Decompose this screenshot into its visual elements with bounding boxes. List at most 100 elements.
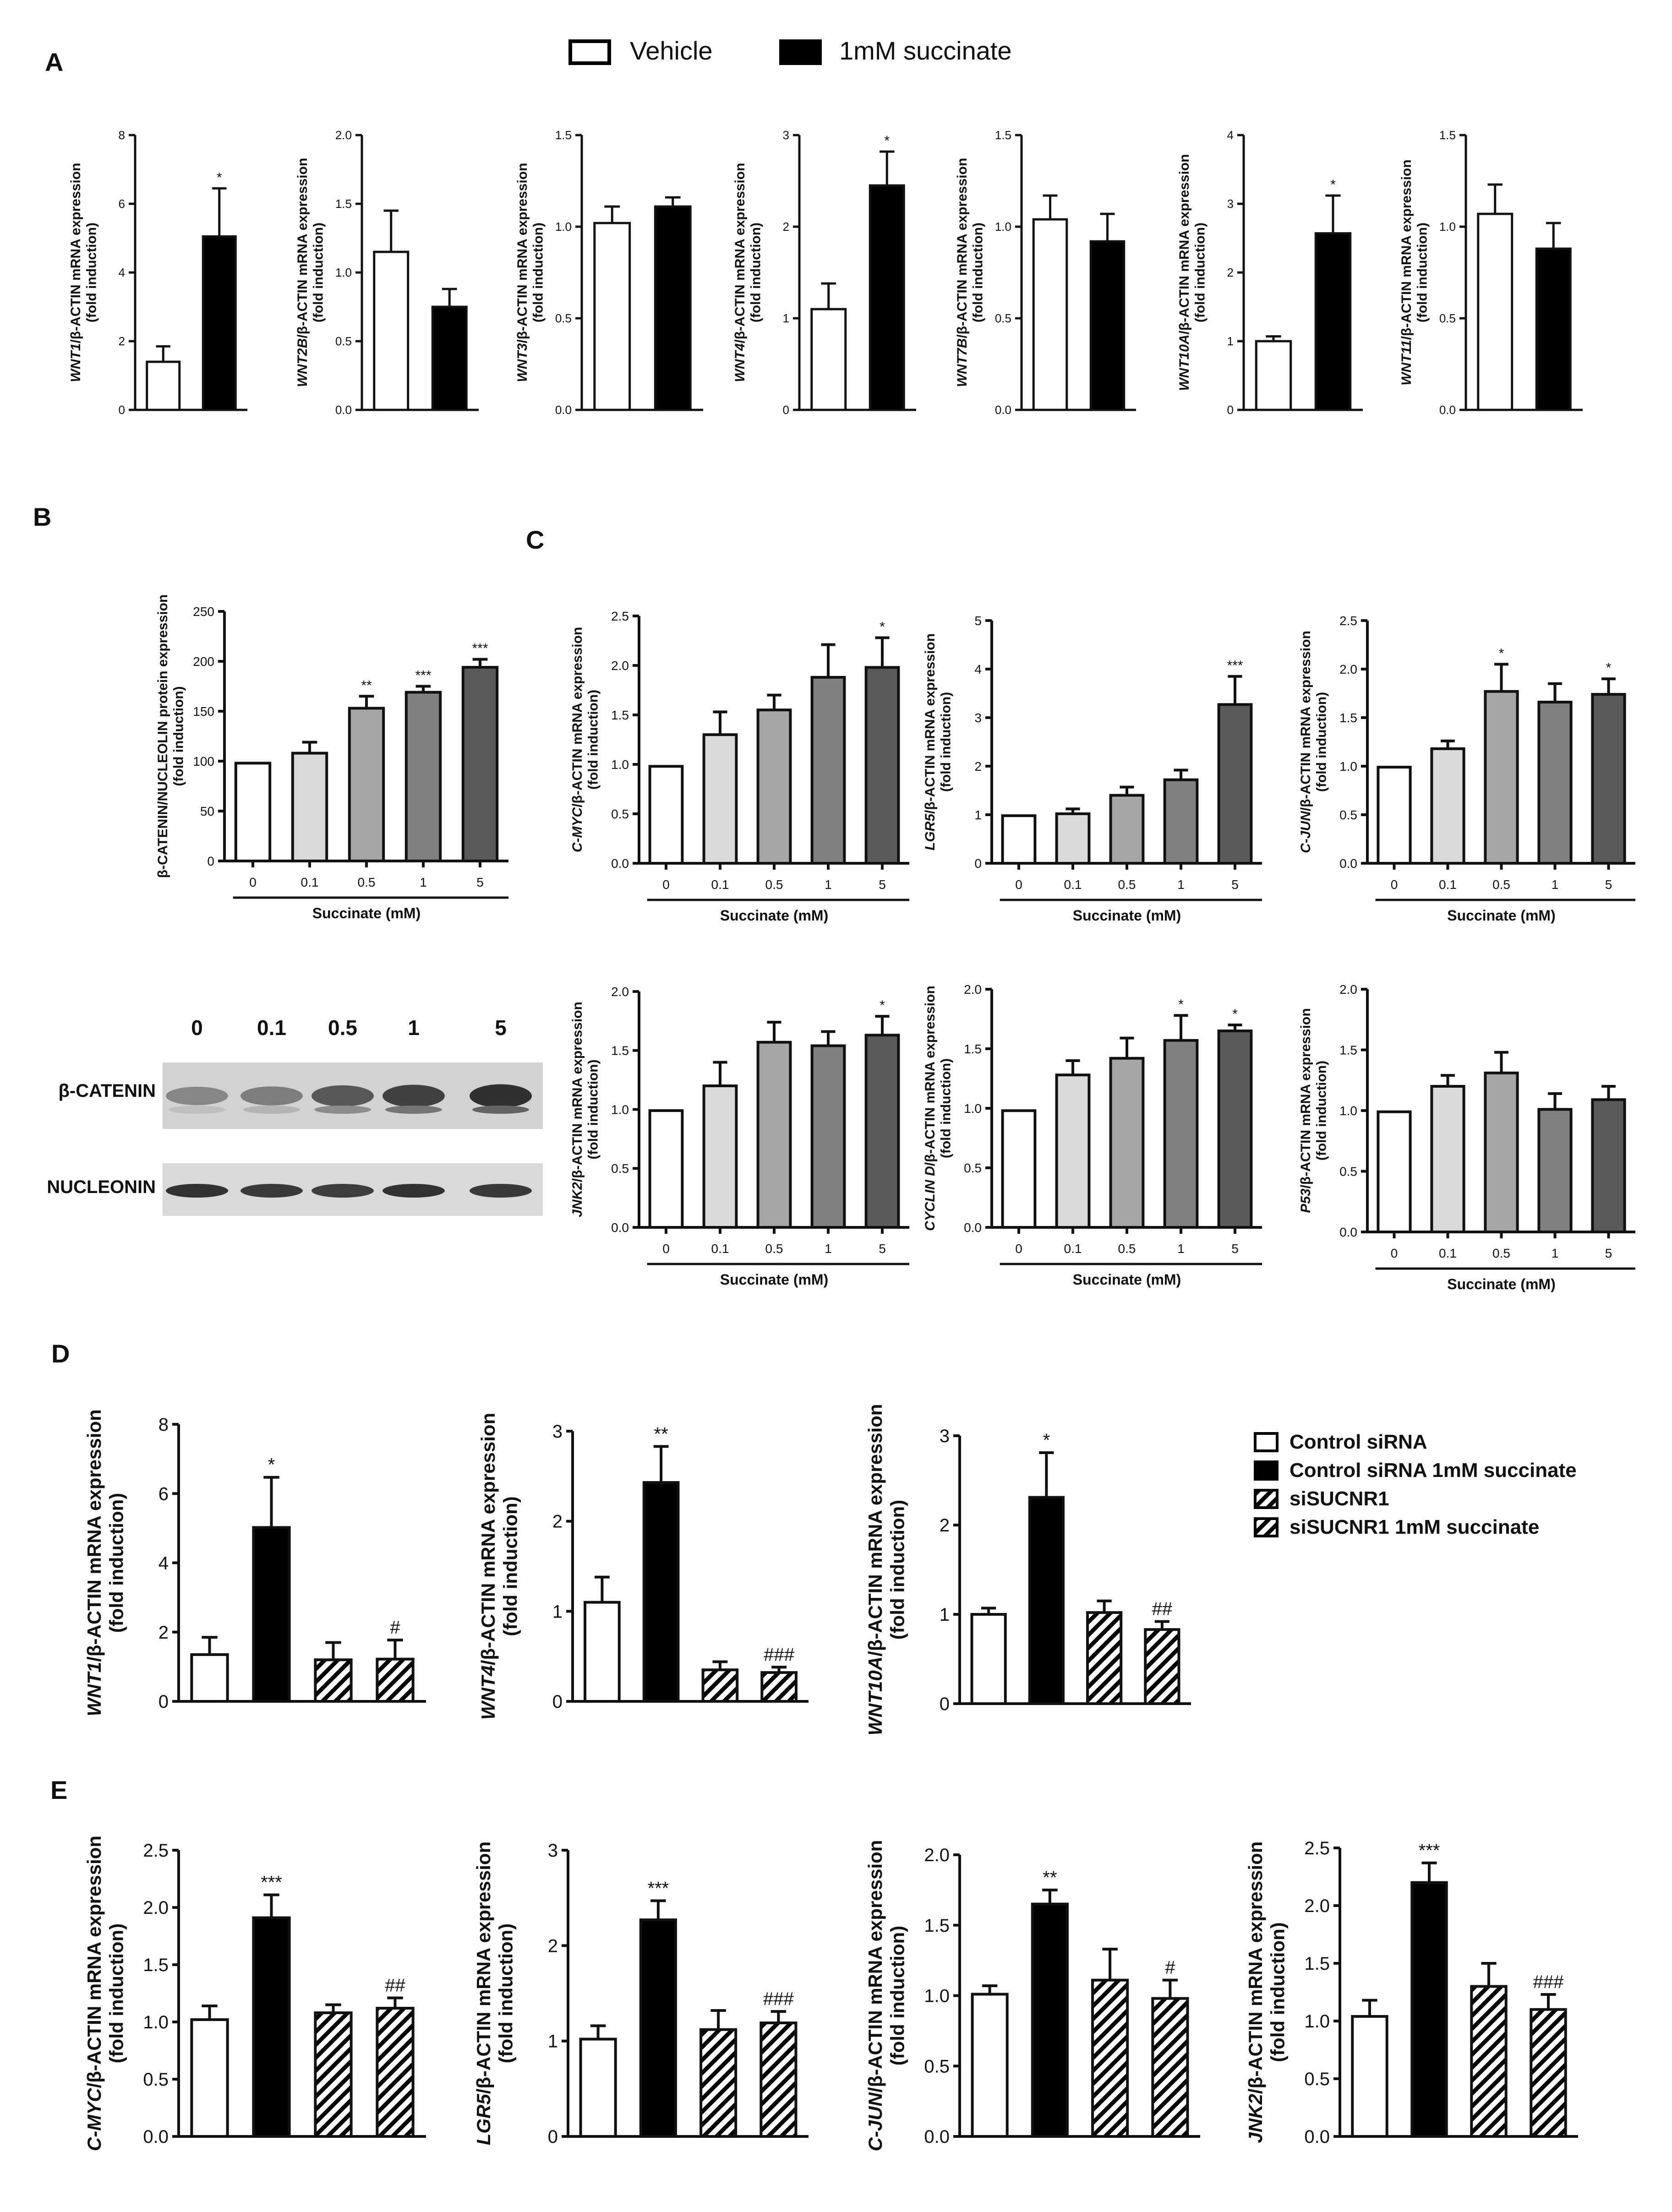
bar-control-sirna xyxy=(579,2038,617,2138)
x-axis-label: Succinate (mM) xyxy=(1447,907,1555,924)
legend-swatch-sisucnr1 xyxy=(1254,1489,1279,1509)
bar-0-5 xyxy=(348,707,385,862)
blot-row-label-bcatenin: β-CATENIN xyxy=(58,1081,156,1101)
panel-label-c: C xyxy=(526,525,544,554)
y-tick-label: 2.0 xyxy=(964,982,982,997)
y-tick-label: 2.5 xyxy=(611,609,629,623)
y-tick-label: 0 xyxy=(207,854,214,868)
y-tick-label: 8 xyxy=(119,128,125,142)
legend-swatch-succinate xyxy=(779,39,822,65)
y-axis-label: LGR5/β-ACTIN mRNA expression xyxy=(473,1842,494,2146)
y-tick-label: 1.0 xyxy=(1304,2011,1330,2032)
bar-control-sirna-1mm-succinate xyxy=(1410,1881,1448,2138)
y-axis-label-sub: (fold induction) xyxy=(749,223,764,322)
y-axis-label-gene: C-JUN xyxy=(864,2092,886,2151)
legend-label-sisucnr1: siSUCNR1 xyxy=(1290,1487,1389,1510)
bar-control-sirna-1mm-succinate xyxy=(639,1918,677,2138)
bar-control-sirna-1mm-succinate xyxy=(252,1526,291,1703)
y-axis-label: WNT10A/β-ACTIN mRNA expression xyxy=(864,1404,886,1735)
y-axis-label-gene: WNT11 xyxy=(1399,340,1414,385)
y-tick-label: 1.0 xyxy=(143,2012,169,2032)
y-axis-label: WNT11/β-ACTIN mRNA expression xyxy=(1399,159,1414,385)
blot-band-lower xyxy=(314,1106,371,1114)
y-tick-label: 0.0 xyxy=(611,856,629,871)
bar-sisucnr1 xyxy=(1086,1611,1123,1705)
significance-mark: ** xyxy=(654,1424,668,1444)
y-tick-label: 2.0 xyxy=(335,128,352,142)
bar-1mm-succinate xyxy=(202,235,237,411)
y-axis-label: WNT1/β-ACTIN mRNA expression xyxy=(68,163,83,382)
y-axis-label-sub: (fold induction) xyxy=(1415,223,1430,322)
y-tick-label: 6 xyxy=(158,1484,169,1504)
legend-label-sisucnr1-succinate: siSUCNR1 1mM succinate xyxy=(1290,1516,1539,1538)
significance-mark: ### xyxy=(763,1989,794,2009)
y-tick-label: 0.0 xyxy=(611,1220,629,1235)
blot-lane-label: 0 xyxy=(191,1016,203,1040)
y-tick-label: 2.0 xyxy=(1339,982,1357,997)
y-tick-label: 0.5 xyxy=(1304,2069,1330,2089)
chart-e-cmyc: 0.0 0.5 1.0 1.5 2.0 2.5 C-MYC/β-ACTIN mRNA exp… xyxy=(83,1836,426,2151)
y-tick-label: 5 xyxy=(974,614,982,628)
bar-control-sirna xyxy=(970,1613,1007,1705)
x-tick-label: 0.5 xyxy=(1118,877,1136,892)
y-tick-label: 3 xyxy=(783,128,789,142)
bar-5 xyxy=(864,1034,900,1229)
panel-label-a: A xyxy=(45,48,63,76)
y-tick-label: 1.5 xyxy=(335,197,352,211)
significance-mark: * xyxy=(1232,1007,1238,1022)
bar-sisucnr1 xyxy=(1091,1978,1129,2138)
y-tick-label: 4 xyxy=(974,662,982,676)
y-axis-label-sub: (fold induction) xyxy=(105,1923,127,2064)
y-axis-label-sub: (fold induction) xyxy=(886,1926,908,2066)
legend-label-control-sirna: Control siRNA xyxy=(1290,1431,1427,1453)
bar-sisucnr1-1mm-succinate xyxy=(760,2021,798,2138)
y-axis-label-gene: WNT4 xyxy=(477,1665,499,1720)
legend-swatch-control-sirna-succinate xyxy=(1254,1460,1279,1481)
y-tick-label: 0 xyxy=(783,403,789,417)
y-axis-label-gene: JNK2 xyxy=(570,1182,585,1217)
x-axis-label: Succinate (mM) xyxy=(1073,1271,1181,1288)
blot-band-lower xyxy=(169,1106,225,1114)
legend-label-succinate: 1mM succinate xyxy=(839,36,1012,65)
bar-0-1 xyxy=(702,1084,738,1229)
chart-a-wnt7b: 0.0 0.5 1.0 1.5 WNT7B/β-ACTIN mRNA expressio… xyxy=(955,128,1136,417)
y-tick-label: 1.0 xyxy=(611,1102,629,1117)
bar-0 xyxy=(234,762,272,862)
bar-sisucnr1-1mm-succinate xyxy=(1151,1997,1189,2138)
bar-5 xyxy=(1217,703,1253,865)
y-tick-label: 1 xyxy=(783,311,789,325)
x-tick-label: 0.1 xyxy=(711,1242,729,1256)
x-tick-label: 5 xyxy=(1605,1246,1612,1260)
y-axis-label: C-MYC/β-ACTIN mRNA expression xyxy=(570,627,585,852)
significance-mark: *** xyxy=(648,1878,669,1898)
chart-e-jnk2: 0.0 0.5 1.0 1.5 2.0 2.5 JNK2/β-ACTIN mRNA expr… xyxy=(1245,1838,1578,2147)
y-axis-label: WNT4/β-ACTIN mRNA expression xyxy=(732,163,748,382)
significance-mark: *** xyxy=(261,1873,282,1893)
y-tick-label: 1.5 xyxy=(1304,1954,1330,1974)
y-axis-label: WNT4/β-ACTIN mRNA expression xyxy=(477,1413,499,1720)
chart-e-cjun: 0.0 0.5 1.0 1.5 2.0 C-JUN/β-ACTIN mRNA expres… xyxy=(864,1840,1200,2151)
bar-control-sirna-1mm-succinate xyxy=(642,1481,680,1703)
blot-band xyxy=(470,1084,532,1108)
y-axis-label-text: /β-ACTIN mRNA expression xyxy=(570,1002,585,1182)
blot-band xyxy=(166,1086,228,1106)
y-tick-label: 100 xyxy=(193,754,214,768)
y-axis-label: WNT3/β-ACTIN mRNA expression xyxy=(515,163,530,382)
y-axis-label-sub: (fold induction) xyxy=(939,692,954,792)
chart-c-cyclind: 0.0 0.5 1.0 1.5 2.0 CYCLIN D/β-ACTIN mRNA exp… xyxy=(923,982,1262,1288)
y-axis-label-sub: (fold induction) xyxy=(495,1923,516,2064)
chart-a-wnt10a: 0 1 2 3 4 WNT10A/β-ACTIN mRNA expression (fold… xyxy=(1177,128,1363,417)
y-axis-label: C-JUN/β-ACTIN mRNA expression xyxy=(1298,631,1313,853)
significance-mark: *** xyxy=(415,668,431,683)
blot-lane-label: 0.1 xyxy=(257,1016,286,1040)
y-tick-label: 1.0 xyxy=(1439,220,1456,234)
bar-control-sirna-1mm-succinate xyxy=(1028,1496,1065,1705)
y-tick-label: 2 xyxy=(548,1936,558,1956)
bar-0 xyxy=(1377,766,1412,865)
bar-0-5 xyxy=(1109,1057,1145,1229)
bar-1mm-succinate xyxy=(869,184,905,411)
y-axis-label-gene: C-MYC xyxy=(570,806,585,852)
y-tick-label: 1.5 xyxy=(1339,711,1357,725)
x-tick-label: 0 xyxy=(1391,877,1398,892)
y-tick-label: 1.5 xyxy=(924,1916,950,1936)
